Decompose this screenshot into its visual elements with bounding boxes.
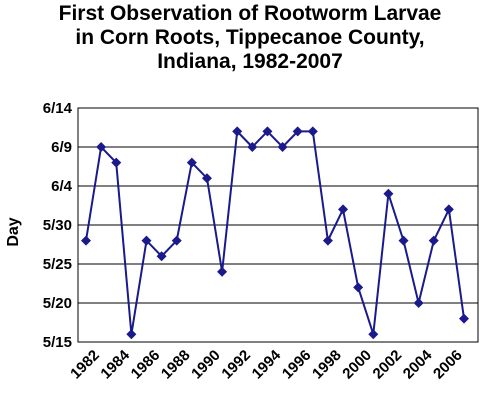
data-markers — [81, 126, 469, 340]
data-point — [156, 251, 167, 262]
data-point — [368, 329, 379, 340]
data-point — [322, 235, 333, 246]
x-tick-label: 1994 — [249, 346, 285, 382]
y-axis-title: Day — [5, 217, 22, 246]
y-tick-label: 5/15 — [43, 334, 72, 351]
data-point — [443, 204, 454, 215]
x-axis-ticks: 1982198419861988199019921994199619982000… — [67, 346, 466, 382]
x-tick-label: 2006 — [430, 347, 466, 383]
data-point — [262, 126, 273, 137]
x-tick-label: 1998 — [309, 347, 345, 383]
data-point — [247, 142, 258, 152]
x-tick-label: 2004 — [400, 346, 436, 382]
y-axis-ticks: 5/15 5/20 5/25 5/30 6/4 6/9 6/14 — [43, 100, 73, 351]
y-tick-label: 5/30 — [43, 217, 72, 234]
y-tick-label: 5/20 — [43, 295, 72, 312]
data-point — [81, 235, 91, 246]
data-point — [126, 329, 137, 340]
chart-title-line-1: First Observation of Rootworm Larvae — [58, 2, 442, 25]
x-tick-label: 1990 — [188, 347, 224, 383]
x-tick-label: 2000 — [339, 347, 375, 383]
plot-area — [77, 107, 479, 343]
data-point — [428, 235, 439, 246]
data-point — [186, 157, 197, 168]
x-tick-label: 1992 — [218, 347, 254, 383]
data-point — [338, 204, 349, 215]
data-point — [353, 282, 364, 293]
x-tick-label: 1988 — [158, 347, 194, 383]
data-point — [459, 313, 469, 324]
data-point — [383, 188, 394, 199]
y-tick-label: 6/4 — [51, 178, 73, 195]
data-point — [111, 157, 122, 168]
series-line — [85, 129, 465, 335]
x-tick-label: 1982 — [67, 347, 103, 383]
x-tick-label: 1996 — [279, 347, 315, 383]
chart-title-line-3: Indiana, 1982-2007 — [157, 50, 343, 73]
data-point — [217, 266, 228, 277]
data-point — [232, 126, 243, 137]
chart-title-line-2: in Corn Roots, Tippecanoe County, — [75, 26, 425, 49]
data-point — [277, 142, 288, 152]
x-tick-label: 1986 — [128, 347, 164, 383]
data-point — [307, 126, 318, 137]
data-point — [141, 235, 152, 246]
data-point — [398, 235, 409, 246]
data-point — [201, 173, 212, 184]
x-tick-label: 2002 — [370, 347, 406, 383]
data-point — [171, 235, 182, 246]
y-tick-label: 5/25 — [43, 256, 72, 273]
data-point — [413, 298, 424, 308]
y-tick-label: 6/14 — [43, 100, 73, 117]
chart-title: First Observation of Rootworm Larvae in … — [0, 2, 500, 74]
x-tick-label: 1984 — [97, 346, 133, 382]
y-tick-label: 6/9 — [51, 139, 72, 156]
data-point — [96, 142, 107, 152]
data-point — [292, 126, 303, 137]
